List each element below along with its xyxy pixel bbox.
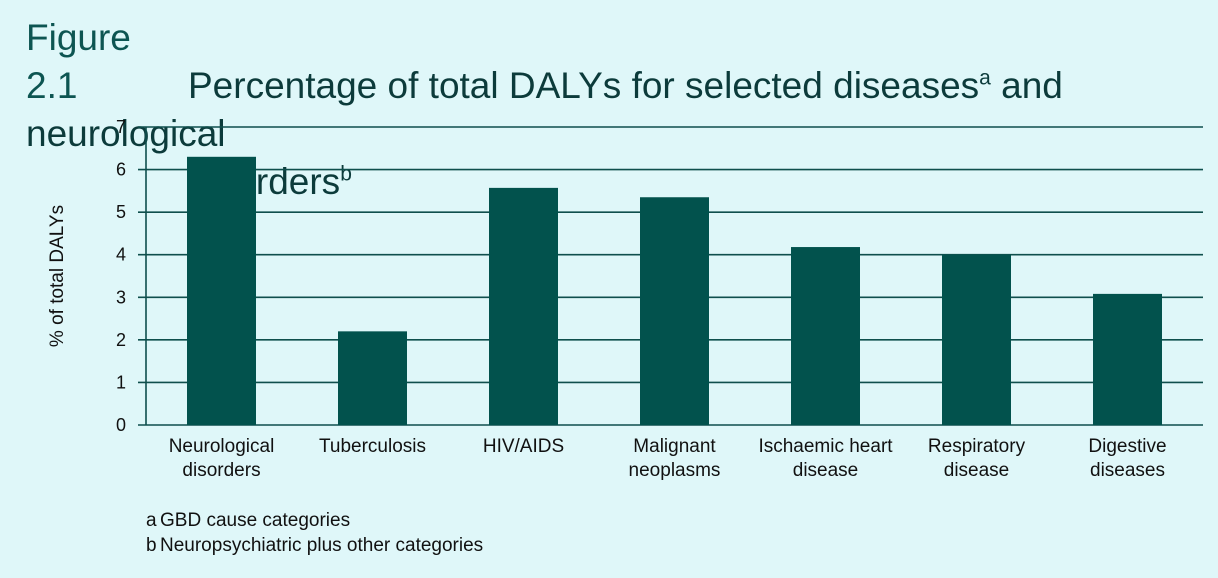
bar-chart: 0 1 2 3 4 5 6 7 % of total DALYs Neurological diso…	[47, 117, 1203, 481]
y-tick-label: 3	[116, 287, 126, 307]
bar-5	[791, 247, 860, 425]
bar-6	[942, 254, 1011, 425]
y-tick-label: 1	[116, 372, 126, 392]
y-tick-label: 7	[116, 117, 126, 137]
x-tick-label-line: disorders	[182, 460, 260, 481]
x-tick-label-line: Digestive	[1088, 436, 1166, 457]
y-tick-label: 4	[116, 245, 126, 265]
x-tick-label: Ischaemic heart disease	[758, 436, 893, 481]
title-superscript-b: b	[340, 162, 352, 186]
footnote-text-b: Neuropsychiatric plus other categories	[160, 535, 484, 556]
bar-4	[640, 197, 709, 425]
title-line-1: Percentage of total DALYs for selected d…	[26, 65, 1063, 154]
x-tick-label-line: disease	[793, 460, 859, 481]
x-tick-label-line: Respiratory	[928, 436, 1026, 457]
x-tick-label-line: disease	[944, 460, 1010, 481]
footnote-text-a: GBD cause categories	[160, 510, 351, 531]
x-tick-label: Malignant neoplasms	[629, 436, 721, 481]
footnote-a: a GBD cause categories	[146, 508, 483, 533]
figure-label: Figure 2.1	[26, 17, 131, 106]
bar-1	[187, 156, 256, 426]
x-tick-label: Respiratory disease	[928, 436, 1026, 481]
x-tick-label-line: Malignant	[633, 436, 716, 457]
bar-3	[489, 187, 558, 425]
footnote-b: b Neuropsychiatric plus other categories	[146, 533, 483, 558]
bar-2	[338, 331, 407, 425]
y-tick-label: 6	[116, 160, 126, 180]
x-tick-label-line: Neurological	[169, 436, 275, 457]
title-superscript-a: a	[979, 66, 991, 90]
x-tick-label: HIV/AIDS	[483, 436, 564, 457]
x-tick-label: Neurological disorders	[169, 436, 275, 481]
x-tick-label: Digestive diseases	[1088, 436, 1166, 481]
x-tick-label-line: neoplasms	[629, 460, 721, 481]
figure-title: Figure 2.1 Percentage of total DALYs for …	[26, 14, 1206, 206]
footnote-mark-a: a	[146, 510, 157, 531]
x-tick-label-line: HIV/AIDS	[483, 436, 564, 457]
y-tick-label: 2	[116, 330, 126, 350]
title-part-2: and neurological	[26, 65, 1063, 154]
footnote-mark-b: b	[146, 535, 157, 556]
footnotes: a GBD cause categories b Neuropsychiatric …	[146, 508, 483, 558]
x-tick-label: Tuberculosis	[319, 436, 426, 457]
x-tick-label-line: Tuberculosis	[319, 436, 426, 457]
bar-7	[1093, 293, 1162, 425]
y-axis-label: % of total DALYs	[47, 205, 68, 347]
y-tick-label: 0	[116, 415, 126, 435]
x-tick-label-line: diseases	[1090, 460, 1165, 481]
title-part-1: Percentage of total DALYs for selected d…	[188, 65, 980, 106]
y-tick-label: 5	[116, 202, 126, 222]
x-tick-label-line: Ischaemic heart	[758, 436, 893, 457]
